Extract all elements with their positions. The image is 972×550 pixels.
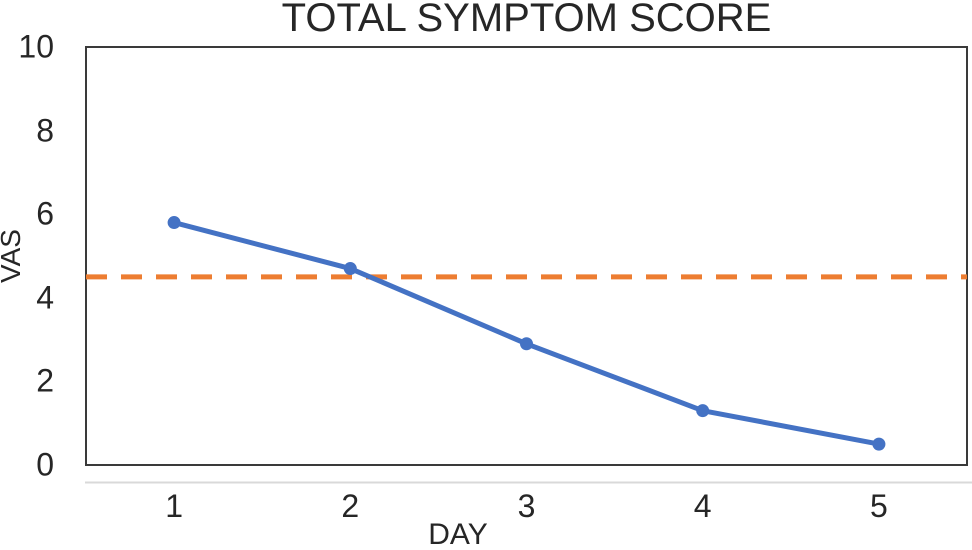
data-point-total-symptom-score (343, 262, 357, 276)
data-point-total-symptom-score (872, 437, 886, 451)
data-point-total-symptom-score (696, 404, 710, 418)
x-axis-title: DAY (428, 518, 488, 550)
chart-title: TOTAL SYMPTOM SCORE (281, 0, 772, 40)
data-point-total-symptom-score (520, 337, 533, 351)
data-point-total-symptom-score (167, 216, 181, 230)
plot-border (85, 46, 968, 466)
series-line-total-symptom-score (171, 220, 882, 447)
